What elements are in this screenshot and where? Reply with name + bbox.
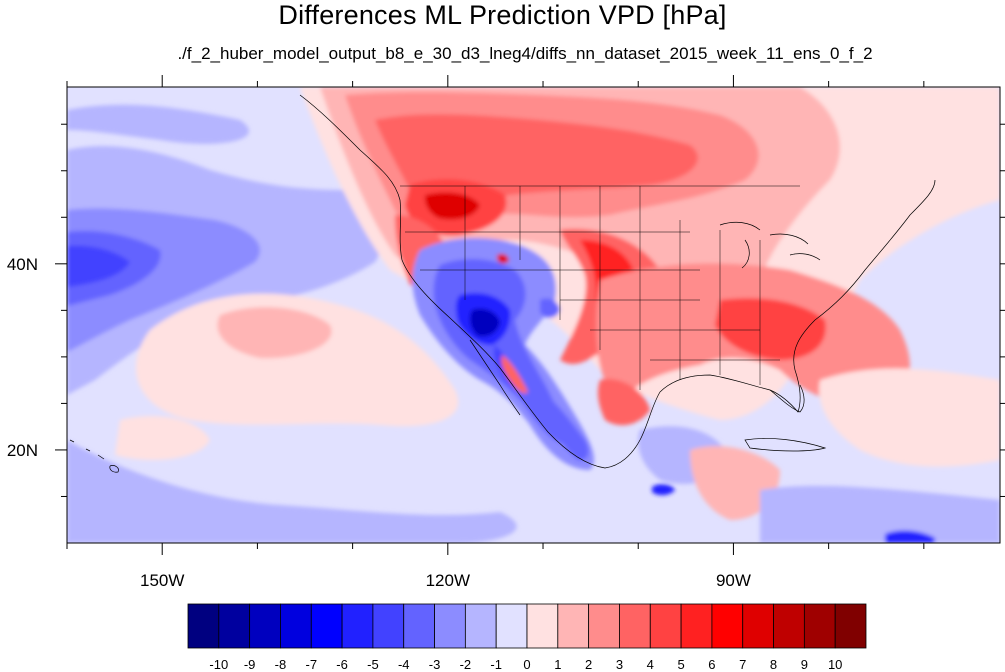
colorbar-swatch [711,603,744,649]
colorbar-label: -6 [336,657,348,672]
colorbar-label: -8 [275,657,287,672]
north-america-coastline [299,94,936,469]
lon-tick-label: 90W [716,571,751,590]
colorbar-label: -1 [490,657,502,672]
hawaii-pink [115,416,210,460]
sonora-red-streak [501,355,528,394]
pacific-northwest-deep [424,192,480,220]
florida-coast [769,384,805,413]
colorbar-label: -3 [429,657,441,672]
colorbar-swatch [249,603,281,649]
colorbar: -10 -9 -8 -7 -6 -5 -4 -3 -2 -1 0 1 2 3 4 5 6 7 8 9 10 [187,603,867,672]
colorbar-swatch [403,603,435,649]
colorbar-swatch [803,603,836,649]
colorbar-swatch [742,603,774,649]
colorbar-label: 9 [801,657,808,672]
colorbar-swatch [187,603,220,649]
texas-red [597,379,650,426]
baja-california-coast [469,339,521,416]
colorbar-swatch [526,603,559,649]
colorbar-label: 3 [616,657,623,672]
map-title: Differences ML Prediction VPD [hPa] [278,0,727,30]
map-subtitle: ./f_2_huber_model_output_b8_e_30_d3_lneg… [177,44,873,63]
colorbar-label: -2 [460,657,472,672]
colorbar-label: 4 [647,657,654,672]
colorbar-label: 7 [739,657,746,672]
caribbean-blue [760,485,1000,543]
colorbar-swatch [588,603,620,649]
colorbar-swatch [434,603,466,649]
pacific-blue-deepest [67,245,130,287]
axis-ticks [55,75,1005,555]
colorbar-swatch [495,603,528,649]
southwest-blue-deepest [470,308,500,337]
great-lakes [719,221,821,269]
axis-labels: 150W 120W 90W 40N 20N [7,255,751,590]
colorbar-label: 1 [554,657,561,672]
central-blue-spot [540,298,560,318]
subtropical-pink [135,293,459,427]
yucatan-blue [652,484,675,496]
caribbean-pink [690,446,780,520]
atlantic-pink [819,368,1000,467]
cuba-coast [744,438,827,452]
colorbar-label: 6 [708,657,715,672]
colorbar-swatch [218,603,251,649]
southeast-red-core [715,298,826,360]
colorbar-label: -7 [305,657,317,672]
colorbar-swatch [619,603,651,649]
colorbar-swatch [680,603,713,649]
lat-tick-label: 40N [7,255,38,274]
colorbar-label: -5 [367,657,379,672]
colorbar-label: -9 [244,657,256,672]
coastlines [69,94,936,473]
lon-tick-label: 150W [140,571,184,590]
colorbar-label: -10 [209,657,228,672]
colorbar-swatch [464,603,497,649]
mexico-blue [539,390,589,461]
hawaii-islands [69,439,119,473]
colorbar-swatch [773,603,805,649]
southern-blue [67,440,517,543]
colorbar-swatch [649,603,682,649]
colorbar-label: -4 [398,657,410,672]
colorbar-label: 5 [677,657,684,672]
us-state-borders [400,185,800,390]
colorbar-label: 2 [585,657,592,672]
contour-field [67,87,1000,543]
colorbar-label: 0 [523,657,530,672]
pacific-blue-north [67,104,249,144]
colorbar-swatch [557,603,590,649]
colorbar-swatch [310,603,343,649]
colorbar-swatch [341,603,374,649]
colorbar-swatch [280,603,312,649]
colorbar-swatch [834,603,867,649]
south-america-blue [885,530,935,543]
colorbar-label: 10 [828,657,842,672]
subtropical-pink-core [217,307,332,359]
rockies-red-spot [497,253,509,264]
lon-tick-label: 120W [426,571,470,590]
plot-frame [66,86,1001,544]
colorbar-swatch [372,603,405,649]
lat-tick-label: 20N [7,441,38,460]
colorbar-label: 8 [770,657,777,672]
